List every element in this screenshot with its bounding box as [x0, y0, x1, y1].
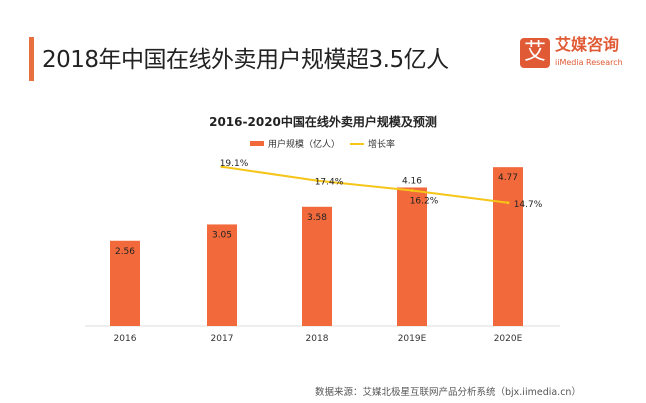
- growth-line: [221, 165, 509, 204]
- page-title: 2018年中国在线外卖用户规模超3.5亿人: [42, 47, 449, 73]
- growth-label: 19.1%: [220, 159, 249, 169]
- bar-label: 3.58: [307, 213, 327, 223]
- bar-label: 4.77: [498, 173, 518, 183]
- bar-label: 4.16: [402, 176, 422, 186]
- bar: [397, 187, 427, 326]
- growth-point: [315, 179, 319, 183]
- data-source: 数据来源：艾媒北极星互联网产品分析系统（bjx.iimedia.cn）: [315, 387, 581, 398]
- bar: [493, 167, 523, 326]
- bar: [207, 224, 237, 326]
- legend-swatch-bar: [250, 141, 264, 146]
- x-tick-label: 2017: [211, 334, 234, 344]
- chart-title: 2016-2020中国在线外卖用户规模及预测: [209, 115, 437, 129]
- bar: [302, 206, 332, 326]
- x-tick-label: 2016: [114, 334, 137, 344]
- growth-point: [410, 188, 414, 192]
- growth-point: [220, 165, 224, 169]
- legend-label-bar: 用户规模（亿人）: [268, 140, 341, 150]
- bar-label: 2.56: [115, 247, 135, 257]
- growth-label: 16.2%: [410, 196, 439, 206]
- logo-name-en: iiMedia Research: [555, 58, 623, 67]
- logo-name-cn: 艾媒咨询: [555, 35, 620, 54]
- bar-label: 3.05: [212, 230, 232, 240]
- x-tick-label: 2018: [306, 334, 329, 344]
- chart-legend: 用户规模（亿人） 增长率: [250, 137, 395, 150]
- legend-swatch-line: [350, 142, 365, 145]
- growth-point: [506, 201, 510, 205]
- growth-label: 14.7%: [514, 200, 543, 210]
- logo-mark: 艾: [520, 38, 550, 68]
- growth-label: 17.4%: [315, 178, 344, 188]
- legend-label-line: 增长率: [368, 140, 396, 150]
- x-tick-label: 2020E: [494, 334, 523, 344]
- title-accent-bar: [29, 37, 34, 81]
- bar: [110, 240, 140, 326]
- x-tick-label: 2019E: [398, 334, 427, 344]
